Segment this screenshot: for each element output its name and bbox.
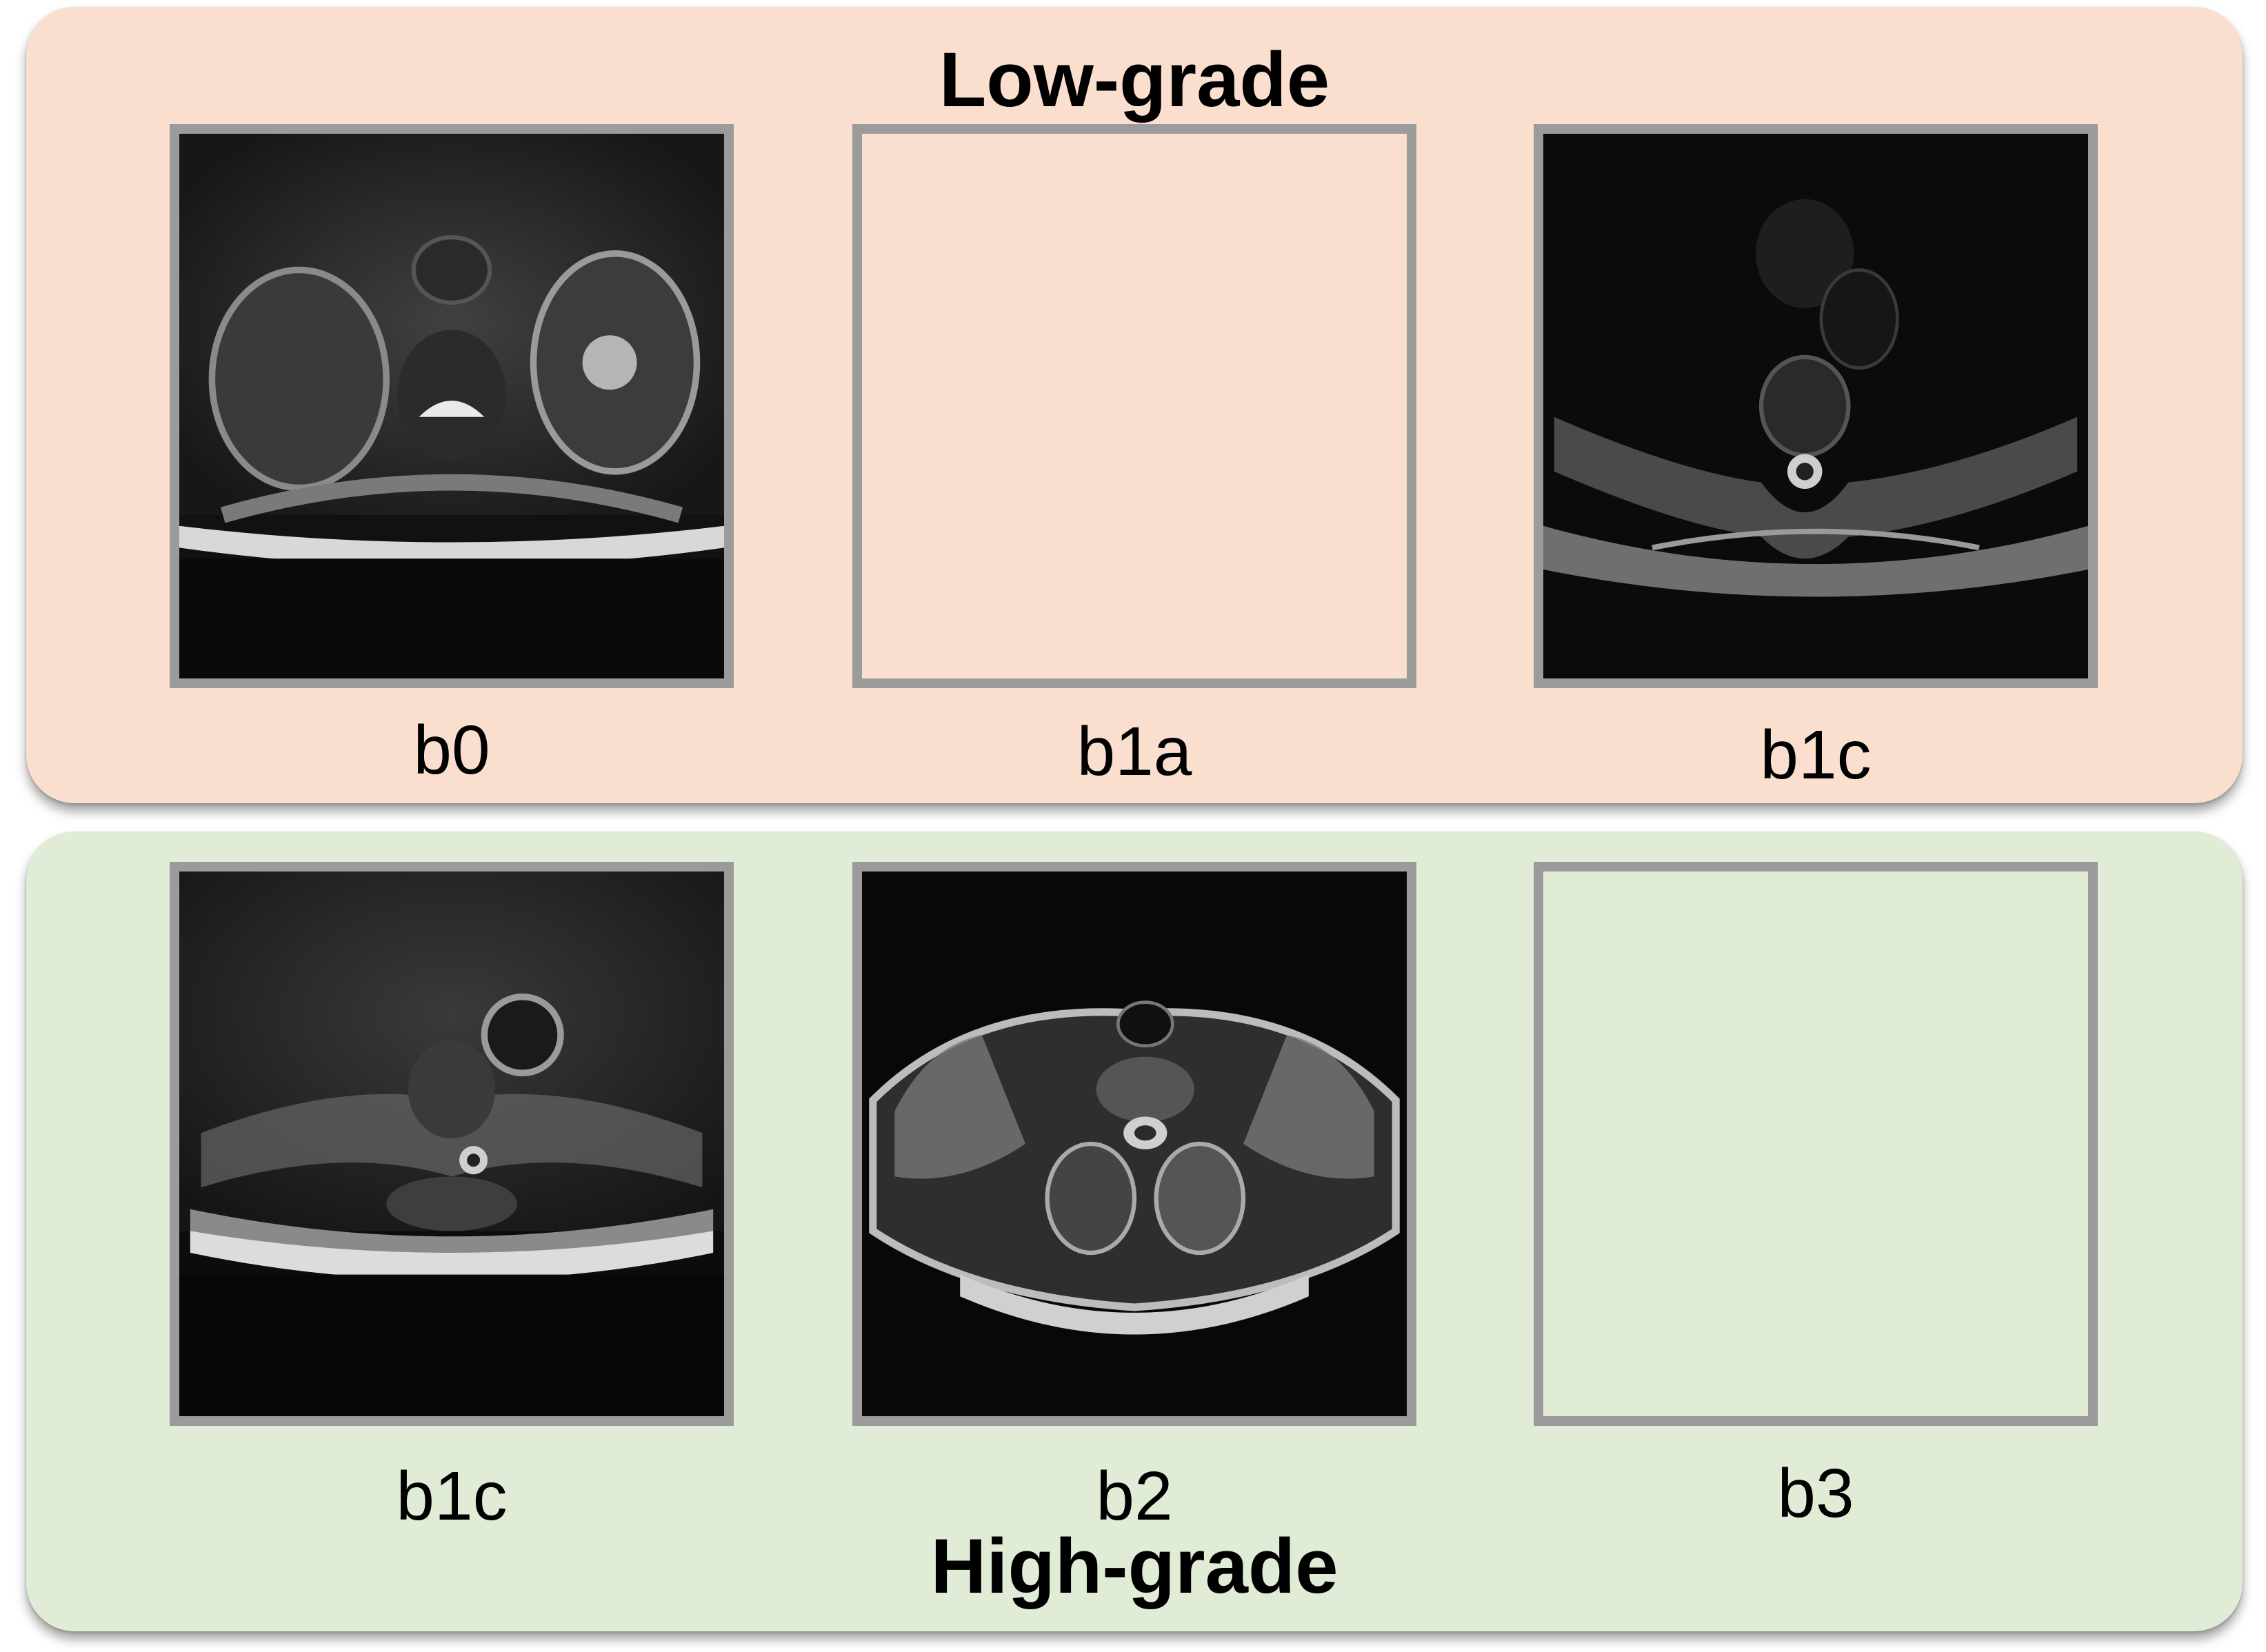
empty-image-frame-b1a-low	[852, 124, 1416, 688]
caption-b1a-low: b1a	[1076, 713, 1192, 790]
caption-b1c-high: b1c	[396, 1458, 508, 1535]
caption-b1c-low: b1c	[1760, 716, 1872, 794]
low-grade-title: Low-grade	[939, 37, 1330, 123]
high-grade-title: High-grade	[930, 1523, 1338, 1609]
mri-image-b2-high	[852, 862, 1416, 1426]
empty-image-frame-b3-high	[1534, 862, 2098, 1426]
high-grade-panel: b1c b2 b3 High-grade	[26, 832, 2243, 1631]
mri-image-b1c-high	[170, 862, 734, 1426]
mri-image-b1c-low	[1534, 124, 2098, 688]
caption-b3-high: b3	[1777, 1455, 1854, 1532]
caption-b2-high: b2	[1096, 1458, 1173, 1535]
low-grade-panel: Low-grade b0 b1a	[26, 7, 2243, 803]
mri-image-b0-low	[170, 124, 734, 688]
caption-b0-low: b0	[413, 712, 490, 789]
